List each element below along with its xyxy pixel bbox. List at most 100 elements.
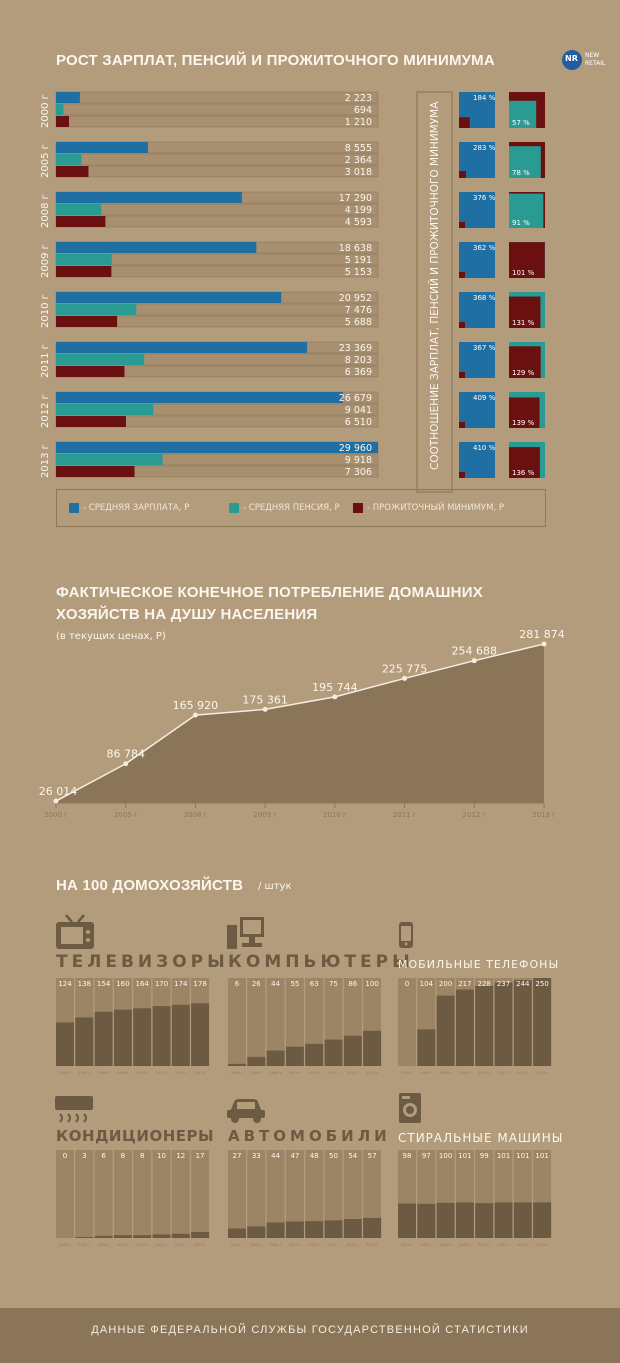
phone-icon [399, 922, 413, 948]
unit-year-label: 2011 г [155, 1071, 167, 1075]
unit-value-label: 47 [290, 1152, 299, 1160]
unit-track [75, 1150, 94, 1238]
point-value-label: 175 361 [242, 693, 288, 706]
unit-track [171, 1150, 190, 1238]
computer-title: КОМПЬЮТЕРЫ [228, 952, 414, 972]
unit-year-label: 2013 г [536, 1071, 548, 1075]
unit-year-label: 2008 г [270, 1071, 282, 1075]
unit-bar [75, 1017, 94, 1066]
bar-pension [56, 254, 112, 265]
unit-value-label: 170 [155, 980, 168, 988]
unit-bar [285, 1221, 304, 1238]
x-tick-label: 2013 г [532, 811, 556, 819]
ratio-minimum-square [459, 117, 470, 128]
unit-bar [171, 1004, 190, 1066]
unit-year-label: 2005 г [420, 1243, 432, 1247]
x-tick-label: 2009 г [253, 811, 277, 819]
unit-bar [266, 1050, 285, 1066]
unit-value-label: 12 [176, 1152, 185, 1160]
legend-minimum-label: - ПРОЖИТОЧНЫЙ МИНИМУМ, Р [367, 503, 504, 513]
bar-track [55, 165, 379, 178]
unit-value-label: 63 [310, 980, 319, 988]
ratio-axis-label: СООТНОШЕНИЕ ЗАРПЛАТ, ПЕНСИЙ И ПРОЖИТОЧНО… [428, 101, 441, 470]
unit-bar [417, 1029, 436, 1066]
x-tick-label: 2010 г [323, 811, 347, 819]
unit-value-label: 160 [116, 980, 129, 988]
legend-pension-swatch [229, 503, 239, 513]
unit-value-label: 97 [422, 1152, 431, 1160]
unit-track [228, 978, 246, 1066]
unit-bar [494, 982, 513, 1066]
unit-track [285, 1150, 304, 1238]
unit-value-label: 0 [63, 1152, 67, 1160]
unit-bar [533, 1202, 552, 1238]
ratio-minimum-square [459, 372, 465, 378]
ratio-pension-label: 129 % [512, 369, 535, 377]
x-tick-label: 2012 г [462, 811, 486, 819]
bar-value-label: 23 369 [339, 343, 372, 354]
unit-bar [113, 1235, 132, 1238]
bar-value-label: 6 369 [345, 367, 372, 378]
bar-value-label: 5 153 [345, 267, 372, 278]
unit-year-label: 2012 г [175, 1243, 187, 1247]
year-label: 2012 г [40, 394, 51, 428]
point-value-label: 165 920 [173, 699, 219, 712]
bar-track [55, 203, 379, 216]
bar-salary [56, 192, 242, 203]
unit-value-label: 100 [439, 1152, 452, 1160]
unit-bar [494, 1202, 513, 1238]
unit-value-label: 244 [516, 980, 530, 988]
ratio-pension-label: 78 % [512, 169, 530, 177]
ratio-minimum-square [509, 447, 540, 478]
unit-year-label: 2013 г [194, 1071, 206, 1075]
bar-minimum [56, 366, 125, 377]
unit-value-label: 228 [478, 980, 491, 988]
ratio-minimum-square [459, 272, 465, 278]
unit-value-label: 26 [252, 980, 261, 988]
unit-value-label: 86 [348, 980, 357, 988]
footer: ДАННЫЕ ФЕДЕРАЛЬНОЙ СЛУЖБЫ ГОСУДАРСТВЕННО… [0, 1308, 620, 1363]
air-conditioner-icon [55, 1096, 93, 1123]
ratio-minimum-square [459, 422, 465, 428]
unit-value-label: 27 [233, 1152, 242, 1160]
unit-bar [152, 1234, 171, 1238]
ratio-minimum-square [459, 222, 465, 228]
bar-minimum [56, 216, 106, 227]
unit-bar [305, 1221, 324, 1238]
unit-bar [324, 1039, 343, 1066]
unit-bar [133, 1235, 152, 1238]
area-point [123, 761, 129, 767]
unit-bar [113, 1009, 132, 1066]
unit-track [324, 1150, 343, 1238]
unit-bar [533, 978, 552, 1066]
unit-year-label: 2000 г [231, 1071, 243, 1075]
unit-year-label: 2008 г [440, 1243, 452, 1247]
unit-year-label: 2008 г [98, 1071, 110, 1075]
unit-value-label: 8 [140, 1152, 144, 1160]
section2-title-line1: ФАКТИЧЕСКОЕ КОНЕЧНОЕ ПОТРЕБЛЕНИЕ ДОМАШНИ… [56, 584, 483, 601]
bar-value-label: 20 952 [339, 293, 372, 304]
unit-year-label: 2011 г [497, 1071, 509, 1075]
point-value-label: 86 784 [106, 748, 145, 761]
bar-minimum [56, 466, 135, 477]
unit-year-label: 2009 г [289, 1243, 301, 1247]
unit-value-label: 250 [535, 980, 548, 988]
unit-track [398, 978, 416, 1066]
unit-value-label: 33 [252, 1152, 261, 1160]
ratio-minimum-square [509, 296, 541, 328]
unit-track [133, 1150, 152, 1238]
unit-bar [455, 989, 474, 1066]
unit-value-label: 0 [405, 980, 409, 988]
unit-year-label: 2011 г [497, 1243, 509, 1247]
unit-bar [247, 1226, 266, 1238]
bar-pension [56, 204, 102, 215]
bar-value-label: 26 679 [339, 393, 372, 404]
bar-salary [56, 442, 378, 453]
point-value-label: 26 014 [39, 785, 78, 798]
unit-bar [247, 1056, 266, 1066]
unit-year-label: 2010 г [308, 1243, 320, 1247]
unit-value-label: 57 [368, 1152, 377, 1160]
unit-track [113, 1150, 132, 1238]
unit-value-label: 104 [420, 980, 434, 988]
